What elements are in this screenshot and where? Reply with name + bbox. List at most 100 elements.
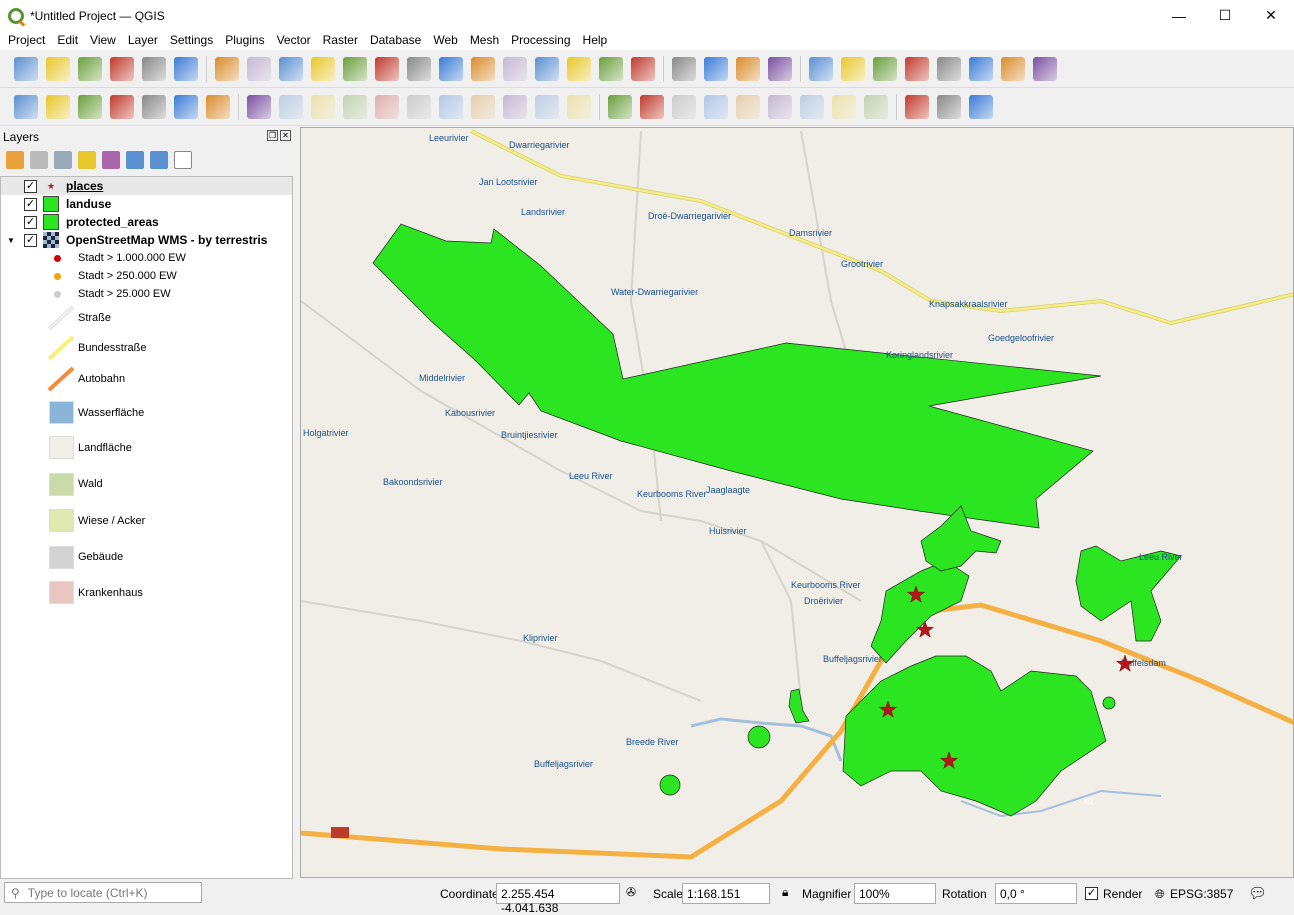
select-features-icon[interactable] bbox=[672, 56, 696, 81]
add-group-icon[interactable] bbox=[30, 151, 48, 169]
toggle-edit-icon[interactable] bbox=[247, 94, 271, 119]
style-icon[interactable] bbox=[6, 151, 24, 169]
close-panel-button[interactable]: ✕ bbox=[280, 130, 291, 141]
help-icon[interactable] bbox=[969, 94, 993, 119]
digitize-icon[interactable] bbox=[110, 94, 134, 119]
messages-icon[interactable]: 💬︎ bbox=[1248, 885, 1268, 902]
add-mesh-icon[interactable] bbox=[206, 94, 230, 119]
new-project-icon[interactable] bbox=[14, 56, 38, 81]
label-props-icon[interactable] bbox=[864, 94, 888, 119]
rotation-spinbox[interactable]: 0,0 ° bbox=[995, 883, 1077, 904]
expression-filter-icon[interactable] bbox=[102, 151, 120, 169]
select-location-icon[interactable] bbox=[768, 56, 792, 81]
zoom-next-icon[interactable] bbox=[503, 56, 527, 81]
zoom-to-selection-icon[interactable] bbox=[375, 56, 399, 81]
toggle-extents-icon[interactable]: ✇ bbox=[626, 885, 637, 899]
layer-landuse[interactable]: ✓ landuse bbox=[1, 195, 292, 213]
label-pin-icon[interactable] bbox=[672, 94, 696, 119]
locate-icon[interactable] bbox=[1033, 56, 1057, 81]
expand-all-icon[interactable] bbox=[126, 151, 144, 169]
save-as-icon[interactable] bbox=[110, 56, 134, 81]
open-project-icon[interactable] bbox=[46, 56, 70, 81]
show-bookmarks-icon[interactable] bbox=[567, 56, 591, 81]
close-button[interactable]: ✕ bbox=[1265, 7, 1277, 23]
measure-icon[interactable] bbox=[969, 56, 993, 81]
menu-edit[interactable]: Edit bbox=[57, 33, 79, 47]
menu-project[interactable]: Project bbox=[8, 33, 46, 47]
add-raster-icon[interactable] bbox=[46, 94, 70, 119]
refresh-icon[interactable] bbox=[631, 56, 655, 81]
map-svg[interactable]: Leeurivier Dwarriegarivier Jan Lootsrivier… bbox=[301, 128, 1294, 878]
zoom-native-icon[interactable] bbox=[439, 56, 463, 81]
filter-icon[interactable] bbox=[78, 151, 96, 169]
menu-mesh[interactable]: Mesh bbox=[469, 33, 500, 47]
paste-icon[interactable] bbox=[503, 94, 527, 119]
save-edits-icon[interactable] bbox=[311, 94, 335, 119]
copy-icon[interactable] bbox=[471, 94, 495, 119]
redo-icon[interactable] bbox=[567, 94, 591, 119]
print-layout-icon[interactable] bbox=[142, 56, 166, 81]
menu-vector[interactable]: Vector bbox=[276, 33, 311, 47]
label-icon[interactable] bbox=[608, 94, 632, 119]
python-icon[interactable] bbox=[937, 94, 961, 119]
zoom-in-icon[interactable] bbox=[279, 56, 303, 81]
identify-icon[interactable] bbox=[809, 56, 833, 81]
undo-icon[interactable] bbox=[535, 94, 559, 119]
layer-visibility-checkbox[interactable]: ✓ bbox=[24, 179, 37, 193]
label-rotate-icon[interactable] bbox=[768, 94, 792, 119]
maximize-button[interactable]: ☐ bbox=[1218, 7, 1232, 23]
menu-help[interactable]: Help bbox=[582, 33, 608, 47]
zoom-out-icon[interactable] bbox=[311, 56, 335, 81]
layer-openstreetmap[interactable]: ▼ ✓ OpenStreetMap WMS - by terrestris bbox=[1, 231, 292, 249]
layer-protected_areas[interactable]: ✓ protected_areas bbox=[1, 213, 292, 231]
delete-icon[interactable] bbox=[407, 94, 431, 119]
menu-settings[interactable]: Settings bbox=[169, 33, 214, 47]
layer-visibility-checkbox[interactable]: ✓ bbox=[24, 215, 37, 229]
add-wfs-icon[interactable] bbox=[174, 94, 198, 119]
menu-raster[interactable]: Raster bbox=[322, 33, 358, 47]
collapse-all-icon[interactable] bbox=[150, 151, 168, 169]
zoom-full-icon[interactable] bbox=[343, 56, 367, 81]
label-change-icon[interactable] bbox=[800, 94, 824, 119]
scale-combobox[interactable]: 1:168.151 bbox=[682, 883, 770, 904]
style-manager-icon[interactable] bbox=[174, 56, 198, 81]
float-panel-button[interactable]: ❐ bbox=[267, 130, 278, 141]
menu-layer[interactable]: Layer bbox=[127, 33, 158, 47]
layer-places[interactable]: ✓ ★ places bbox=[1, 177, 292, 195]
field-calculator-icon[interactable] bbox=[937, 56, 961, 81]
diagram-icon[interactable] bbox=[640, 94, 664, 119]
coordinate-field[interactable]: 2.255.454 -4.041.638 bbox=[496, 883, 620, 915]
new-bookmark-icon[interactable] bbox=[535, 56, 559, 81]
add-wms-icon[interactable] bbox=[142, 94, 166, 119]
pencil-icon[interactable] bbox=[279, 94, 303, 119]
layer-visibility-checkbox[interactable]: ✓ bbox=[24, 197, 37, 211]
map-tips-icon[interactable] bbox=[1001, 56, 1025, 81]
add-delimited-icon[interactable] bbox=[78, 94, 102, 119]
menu-database[interactable]: Database bbox=[369, 33, 422, 47]
menu-view[interactable]: View bbox=[90, 33, 116, 47]
zoom-to-layer-icon[interactable] bbox=[407, 56, 431, 81]
menu-plugins[interactable]: Plugins bbox=[225, 33, 265, 47]
label-show-icon[interactable] bbox=[832, 94, 856, 119]
collapse-arrow-icon[interactable]: ▼ bbox=[7, 235, 15, 245]
label-highlight-icon[interactable] bbox=[704, 94, 728, 119]
layer-visibility-checkbox[interactable]: ✓ bbox=[24, 233, 37, 247]
select-attribute-icon[interactable] bbox=[704, 56, 728, 81]
add-vector-icon[interactable] bbox=[14, 94, 38, 119]
locator-input[interactable]: ⚲ Type to locate (Ctrl+K) bbox=[4, 882, 202, 903]
pan-icon[interactable] bbox=[215, 56, 239, 81]
magnifier-spinbox[interactable]: 100% bbox=[854, 883, 936, 904]
render-checkbox[interactable]: ✓ bbox=[1085, 887, 1098, 900]
remove-layer-icon[interactable] bbox=[174, 151, 192, 169]
attribute-table-icon[interactable] bbox=[841, 56, 865, 81]
pan-to-selection-icon[interactable] bbox=[247, 56, 271, 81]
menu-web[interactable]: Web bbox=[433, 33, 458, 47]
cut-icon[interactable] bbox=[439, 94, 463, 119]
add-feature-icon[interactable] bbox=[343, 94, 367, 119]
lock-icon[interactable]: 🔒︎ bbox=[782, 885, 789, 899]
vertex-icon[interactable] bbox=[375, 94, 399, 119]
visibility-icon[interactable] bbox=[54, 151, 72, 169]
temporal-icon[interactable] bbox=[599, 56, 623, 81]
sum-icon[interactable] bbox=[905, 56, 929, 81]
statistics-icon[interactable] bbox=[873, 56, 897, 81]
